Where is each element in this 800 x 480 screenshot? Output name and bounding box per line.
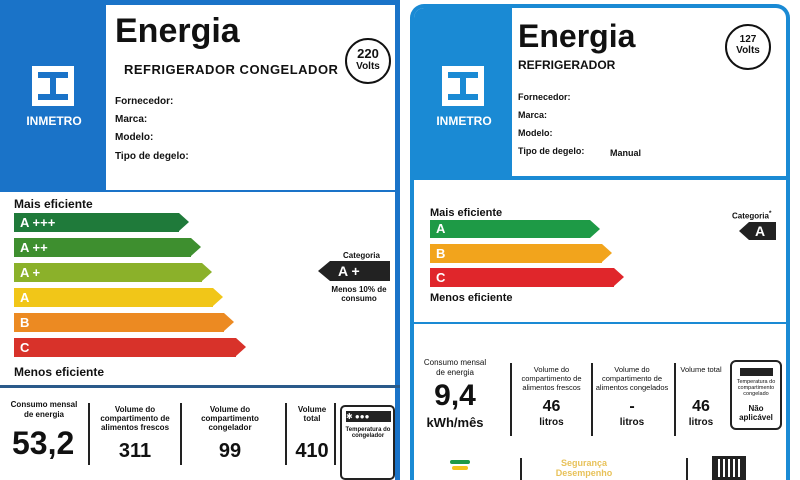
class-bar: C: [430, 268, 624, 287]
class-bar: A: [430, 220, 600, 238]
qr-code-icon: [712, 456, 746, 480]
class-bar: A +: [14, 263, 212, 282]
left-energy-label: INMETRO Energia REFRIGERADOR CONGELADOR …: [0, 0, 400, 480]
consumption-value: 9,4: [434, 379, 476, 412]
class-bar: A ++: [14, 238, 201, 257]
class-bar: A: [14, 288, 223, 307]
freezer-temp-box: ✱ ●●● Temperatura do congelador: [340, 405, 395, 480]
title: Energia: [115, 12, 240, 50]
subtitle: REFRIGERADOR: [518, 58, 616, 72]
title: Energia: [518, 18, 636, 54]
subtitle: REFRIGERADOR CONGELADOR: [124, 62, 339, 77]
consumption-value: 53,2: [12, 425, 75, 461]
inmetro-logo: INMETRO: [424, 66, 504, 136]
category-arrow: A +: [318, 261, 390, 281]
voltage-badge: 220 Volts: [345, 38, 391, 84]
voltage-badge: 127 Volts: [725, 24, 771, 70]
inmetro-logo: INMETRO: [14, 62, 94, 134]
class-bar: C: [14, 338, 246, 357]
star-rating-icon: ✱ ●●●: [346, 411, 391, 422]
class-bar: A +++: [14, 213, 189, 232]
class-bar: B: [14, 313, 234, 332]
class-bar: B: [430, 244, 612, 263]
seal-logo: [446, 456, 472, 480]
right-energy-label: INMETRO Energia REFRIGERADOR 127 Volts F…: [410, 4, 790, 480]
category-arrow: A: [739, 222, 776, 240]
freezer-temp-box: Temperatura do compartimento congelado N…: [730, 360, 782, 430]
